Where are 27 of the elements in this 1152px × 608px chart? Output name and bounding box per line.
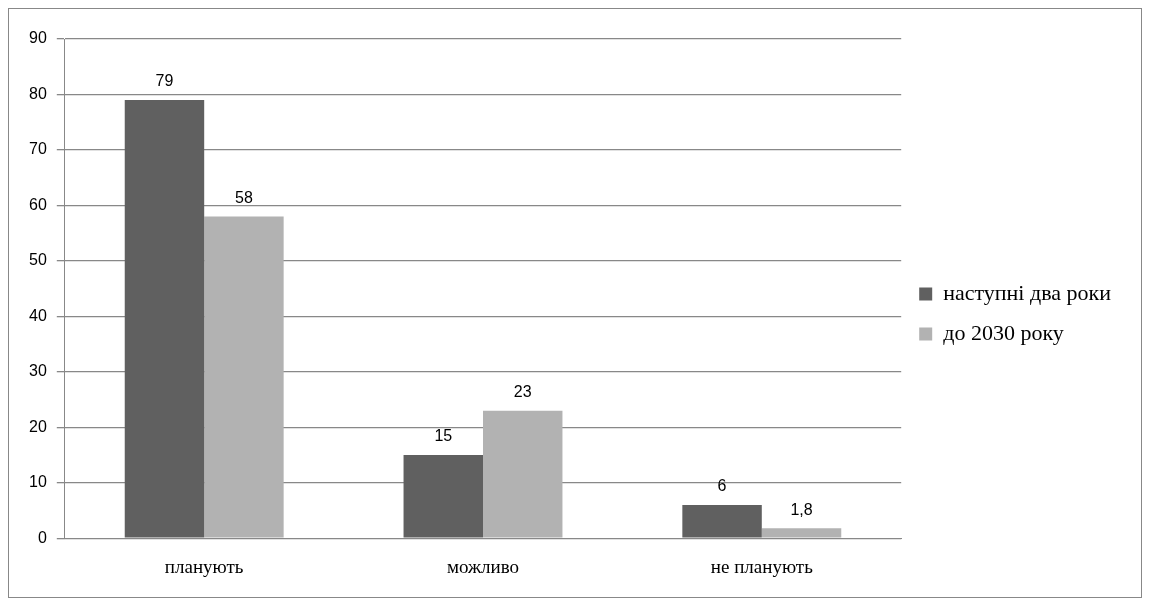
bar [204, 216, 284, 538]
bar [124, 100, 205, 538]
data-label: 79 [155, 72, 174, 90]
y-tick-label: 70 [29, 140, 47, 158]
data-label: 1,8 [790, 500, 813, 518]
x-tick-label: не планують [710, 555, 814, 577]
y-tick-label: 90 [29, 29, 47, 47]
y-tick-label: 10 [29, 473, 47, 491]
y-tick-label: 50 [29, 251, 47, 269]
y-tick-label: 20 [29, 417, 47, 435]
data-label: 15 [434, 427, 453, 445]
bar [761, 528, 842, 538]
legend-label: наступні два роки [943, 279, 1112, 305]
y-tick-label: 60 [29, 195, 47, 213]
y-tick-label: 30 [29, 362, 47, 380]
y-tick-label: 80 [29, 84, 47, 102]
x-tick-label: можливо [446, 555, 520, 577]
bar [483, 410, 563, 538]
data-label: 6 [717, 477, 727, 495]
y-tick-label: 0 [37, 528, 47, 546]
y-tick-label: 40 [29, 306, 47, 324]
x-tick-label: планують [164, 555, 244, 577]
bar [682, 504, 762, 538]
bar [403, 455, 483, 538]
legend-label: до 2030 року [943, 319, 1064, 345]
data-label: 23 [513, 383, 532, 401]
data-label: 58 [235, 188, 253, 206]
